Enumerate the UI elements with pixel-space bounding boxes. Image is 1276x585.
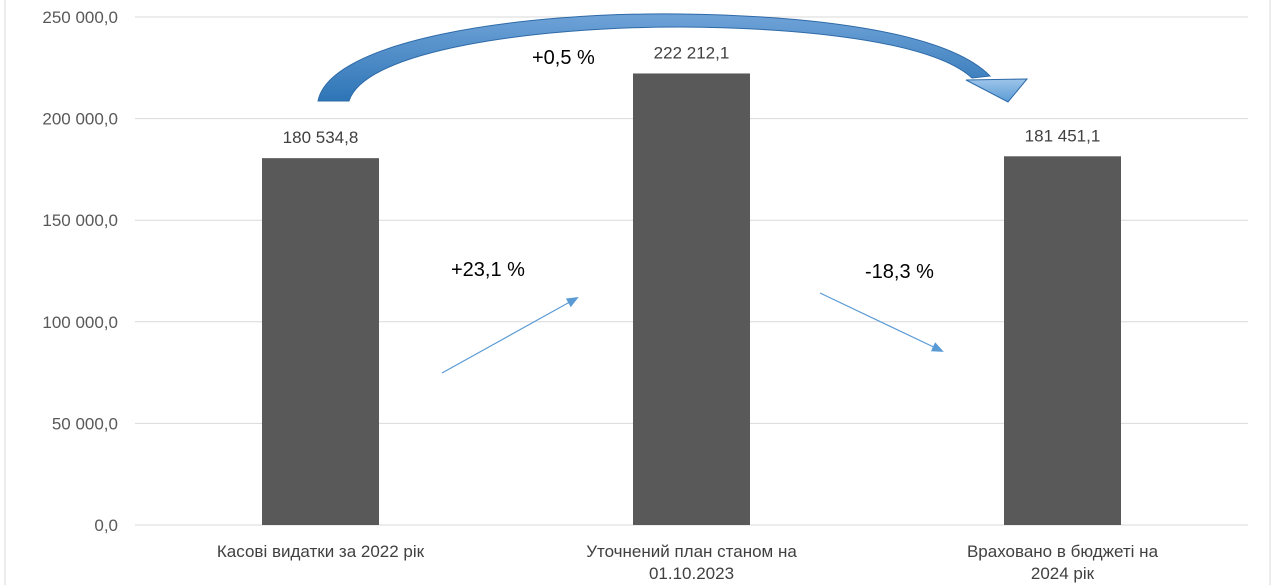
y-tick-label: 200 000,0 (42, 110, 118, 129)
y-tick-label: 150 000,0 (42, 211, 118, 230)
bar (633, 73, 750, 525)
y-axis-ticks: 0,0 50 000,0 100 000,0 150 000,0 200 000,0 25… (42, 8, 118, 535)
data-label: 222 212,1 (654, 43, 730, 62)
bar (262, 158, 379, 525)
pct-change-2-to-3: -18,3 % (865, 261, 934, 283)
y-tick-label: 100 000,0 (42, 313, 118, 332)
x-axis-labels: Касові видатки за 2022 рік Уточнений план… (217, 542, 1159, 583)
pct-change-1-to-2: +23,1 % (451, 259, 525, 281)
bars (262, 73, 1121, 525)
pct-change-1-to-3: +0,5 % (532, 47, 595, 69)
x-tick-label: Уточнений план станом на 01.10.2023 (586, 542, 797, 583)
y-tick-label: 0,0 (94, 516, 118, 535)
x-tick-label: Враховано в бюджеті на 2024 рік (967, 542, 1159, 583)
data-label: 180 534,8 (283, 128, 359, 147)
y-tick-label: 250 000,0 (42, 8, 118, 27)
data-label: 181 451,1 (1025, 126, 1101, 145)
arrow-up-icon (442, 298, 577, 373)
curved-arrowhead-icon (966, 79, 1027, 102)
x-tick-label: Касові видатки за 2022 рік (217, 542, 425, 561)
bar (1004, 156, 1121, 525)
y-tick-label: 50 000,0 (52, 414, 118, 433)
